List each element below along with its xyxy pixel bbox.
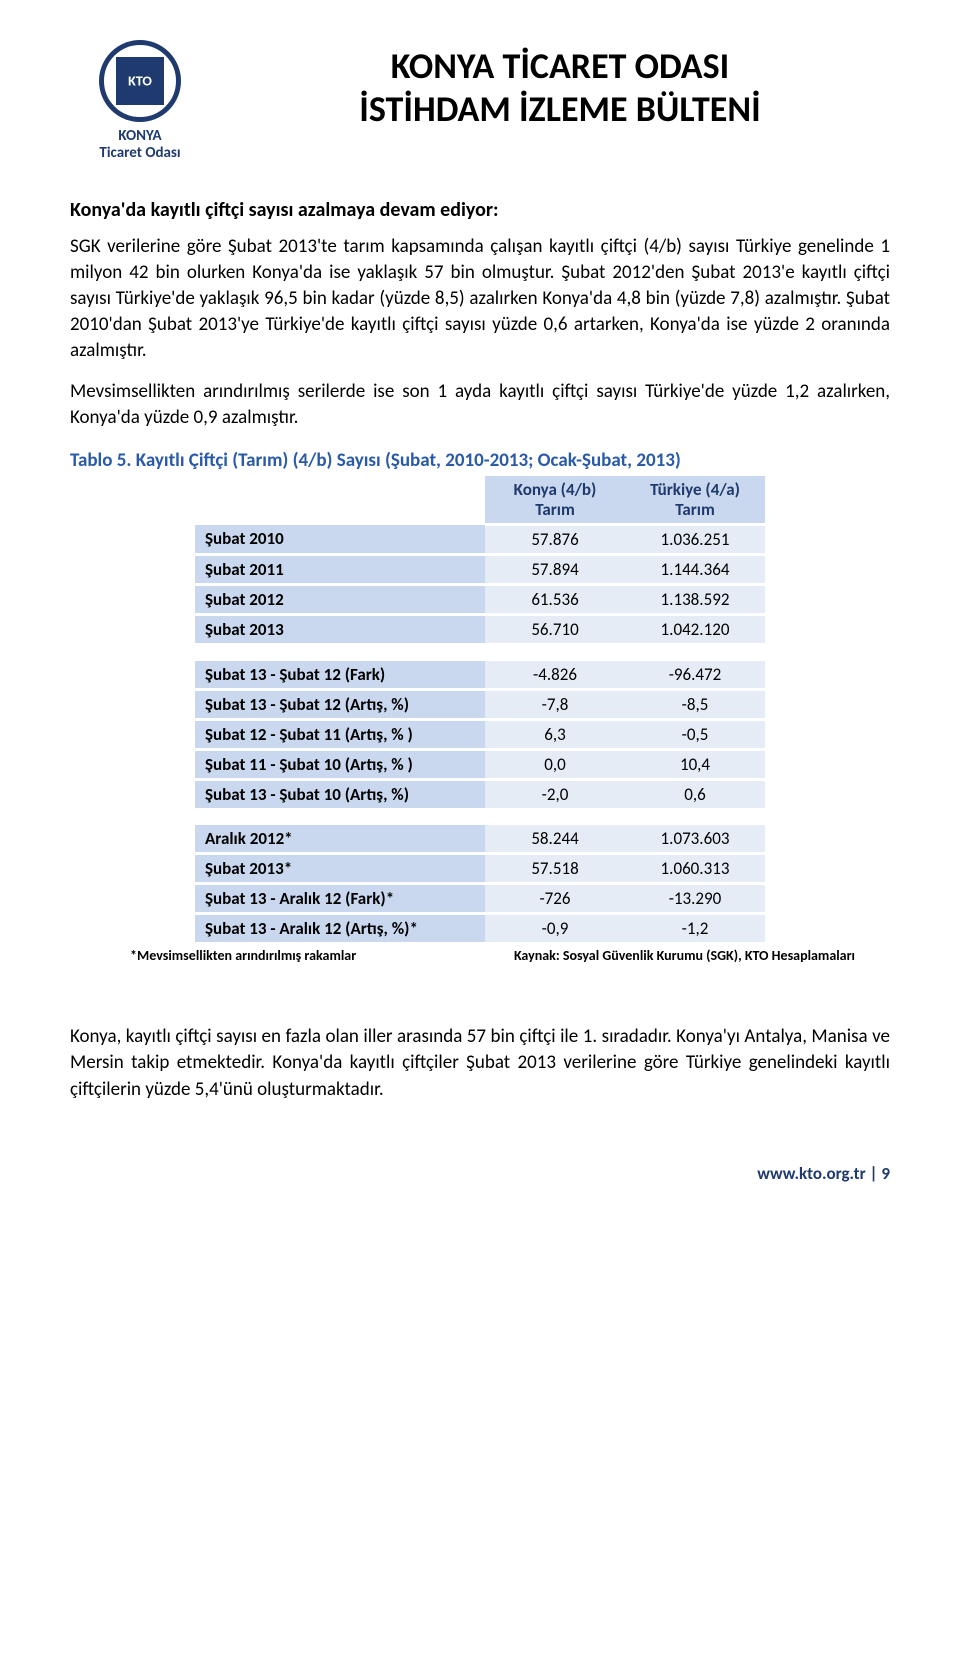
- paragraph-2: Mevsimsellikten arındırılmış serilerde i…: [70, 379, 890, 431]
- col-header-konya: Konya (4/b) Tarım: [485, 476, 625, 525]
- cell-konya: -726: [485, 884, 625, 914]
- table-caption: Tablo 5. Kayıtlı Çiftçi (Tarım) (4/b) Sa…: [70, 449, 890, 472]
- row-label: Aralık 2012*: [195, 825, 485, 854]
- footnote-left: *Mevsimsellikten arındırılmış rakamlar: [130, 947, 356, 964]
- title-line-1: KONYA TİCARET ODASI: [391, 44, 729, 88]
- table-row: Aralık 2012*58.2441.073.603: [195, 825, 765, 854]
- main-title: KONYA TİCARET ODASI İSTİHDAM İZLEME BÜLT…: [230, 40, 890, 131]
- col2-line2: Tarım: [675, 499, 715, 520]
- col2-line1: Türkiye (4/a): [650, 479, 740, 500]
- row-label: Şubat 2011: [195, 555, 485, 585]
- cell-turkiye: -0,5: [625, 719, 765, 749]
- cell-konya: -0,9: [485, 914, 625, 944]
- col-header-turkiye: Türkiye (4/a) Tarım: [625, 476, 765, 525]
- table-row: Şubat 201261.5361.138.592: [195, 585, 765, 615]
- cell-turkiye: -8,5: [625, 689, 765, 719]
- row-label: Şubat 13 - Aralık 12 (Fark)*: [195, 884, 485, 914]
- footnote-right: Kaynak: Sosyal Güvenlik Kurumu (SGK), KT…: [514, 947, 855, 964]
- logo: KONYA Ticaret Odası: [70, 40, 210, 163]
- cell-konya: 6,3: [485, 719, 625, 749]
- col1-line1: Konya (4/b): [514, 479, 597, 500]
- blank-header: [195, 476, 485, 525]
- table-row: Şubat 13 - Şubat 12 (Artış, %)-7,8-8,5: [195, 689, 765, 719]
- logo-text-2: Ticaret Odası: [99, 144, 180, 162]
- cell-turkiye: 1.138.592: [625, 585, 765, 615]
- row-label: Şubat 12 - Şubat 11 (Artış, % ): [195, 719, 485, 749]
- cell-konya: -4.826: [485, 661, 625, 690]
- table-row: Şubat 13 - Aralık 12 (Artış, %)*-0,9-1,2: [195, 914, 765, 944]
- table-row: Şubat 201157.8941.144.364: [195, 555, 765, 585]
- data-table: Konya (4/b) Tarım Türkiye (4/a) Tarım Şu…: [195, 476, 765, 945]
- cell-konya: -2,0: [485, 779, 625, 809]
- cell-konya: 57.876: [485, 525, 625, 555]
- table-row: Şubat 11 - Şubat 10 (Artış, % )0,010,4: [195, 749, 765, 779]
- row-label: Şubat 13 - Şubat 12 (Artış, %): [195, 689, 485, 719]
- cell-konya: -7,8: [485, 689, 625, 719]
- cell-turkiye: -13.290: [625, 884, 765, 914]
- cell-turkiye: 1.073.603: [625, 825, 765, 854]
- row-label: Şubat 2013*: [195, 854, 485, 884]
- cell-turkiye: 10,4: [625, 749, 765, 779]
- table-row: Şubat 13 - Şubat 12 (Fark)-4.826-96.472: [195, 661, 765, 690]
- table-row: Şubat 201057.8761.036.251: [195, 525, 765, 555]
- col1-line2: Tarım: [535, 499, 575, 520]
- page-header: KONYA Ticaret Odası KONYA TİCARET ODASI …: [70, 40, 890, 163]
- cell-konya: 57.894: [485, 555, 625, 585]
- cell-turkiye: 1.144.364: [625, 555, 765, 585]
- row-label: Şubat 13 - Aralık 12 (Artış, %)*: [195, 914, 485, 944]
- table-row: Şubat 13 - Aralık 12 (Fark)*-726-13.290: [195, 884, 765, 914]
- cell-konya: 0,0: [485, 749, 625, 779]
- logo-text-1: KONYA: [118, 127, 161, 145]
- table-row: Şubat 13 - Şubat 10 (Artış, %)-2,00,6: [195, 779, 765, 809]
- cell-turkiye: 1.060.313: [625, 854, 765, 884]
- table-row: Şubat 201356.7101.042.120: [195, 615, 765, 645]
- table-row: Şubat 2013*57.5181.060.313: [195, 854, 765, 884]
- row-label: Şubat 2012: [195, 585, 485, 615]
- cell-konya: 58.244: [485, 825, 625, 854]
- paragraph-3: Konya, kayıtlı çiftçi sayısı en fazla ol…: [70, 1024, 890, 1103]
- section-heading: Konya'da kayıtlı çiftçi sayısı azalmaya …: [70, 198, 890, 222]
- cell-turkiye: 1.042.120: [625, 615, 765, 645]
- title-line-2: İSTİHDAM İZLEME BÜLTENİ: [359, 87, 760, 131]
- cell-konya: 56.710: [485, 615, 625, 645]
- row-label: Şubat 11 - Şubat 10 (Artış, % ): [195, 749, 485, 779]
- row-label: Şubat 13 - Şubat 12 (Fark): [195, 661, 485, 690]
- paragraph-1: SGK verilerine göre Şubat 2013'te tarım …: [70, 234, 890, 365]
- page-footer: www.kto.org.tr | 9: [70, 1163, 890, 1184]
- row-label: Şubat 2010: [195, 525, 485, 555]
- table-footnote: *Mevsimsellikten arındırılmış rakamlar K…: [70, 947, 890, 964]
- table-row: Şubat 12 - Şubat 11 (Artış, % )6,3-0,5: [195, 719, 765, 749]
- cell-turkiye: -96.472: [625, 661, 765, 690]
- cell-turkiye: -1,2: [625, 914, 765, 944]
- row-label: Şubat 13 - Şubat 10 (Artış, %): [195, 779, 485, 809]
- cell-konya: 61.536: [485, 585, 625, 615]
- cell-turkiye: 0,6: [625, 779, 765, 809]
- row-label: Şubat 2013: [195, 615, 485, 645]
- cell-konya: 57.518: [485, 854, 625, 884]
- cell-turkiye: 1.036.251: [625, 525, 765, 555]
